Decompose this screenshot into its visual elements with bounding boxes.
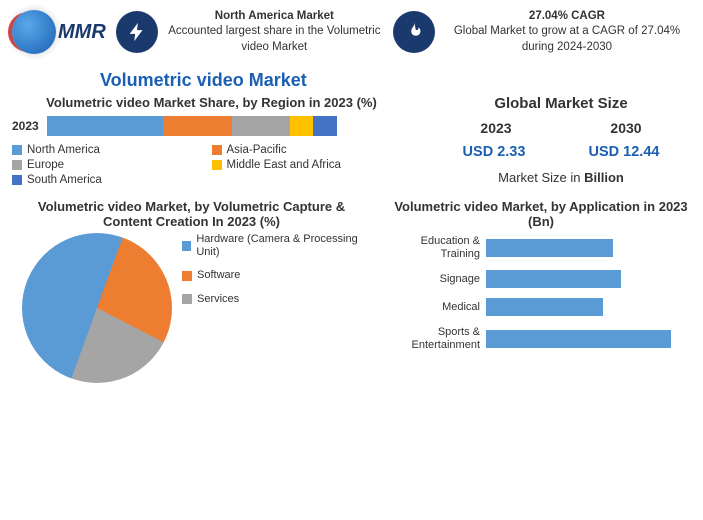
global-size-title: Global Market Size <box>431 95 691 112</box>
hbar-label: Signage <box>391 273 486 286</box>
region-share-chart: Volumetric video Market Share, by Region… <box>12 95 411 189</box>
legend-item: Europe <box>12 159 212 171</box>
legend-item: Services <box>182 293 371 306</box>
stacked-seg <box>232 116 290 136</box>
stacked-bar <box>47 116 337 136</box>
legend-swatch <box>12 175 22 185</box>
pie-chart-title: Volumetric video Market, by Volumetric C… <box>32 199 351 229</box>
bolt-icon <box>116 11 158 53</box>
stacked-seg <box>290 116 313 136</box>
hbar-label: Medical <box>391 301 486 314</box>
hbar-track <box>486 298 691 316</box>
legend-swatch <box>182 271 192 281</box>
capture-pie-chart: Volumetric video Market, by Volumetric C… <box>12 199 371 383</box>
header-2-title: 27.04% CAGR <box>443 9 691 25</box>
hbar-label: Education & Training <box>391 235 486 260</box>
note-bold: Billion <box>584 170 624 185</box>
stacked-seg <box>163 116 233 136</box>
hbar <box>486 239 613 257</box>
logo-text: MMR <box>58 21 106 44</box>
header: MMR North America Market Accounted large… <box>0 0 703 64</box>
hbar-track <box>486 270 691 288</box>
region-legend: North America Asia-Pacific Europe Middle Ea… <box>12 144 411 189</box>
hbar <box>486 298 603 316</box>
legend-swatch <box>12 145 22 155</box>
pie-legend: Hardware (Camera & Processing Unit) Softw… <box>182 233 371 316</box>
global-size-note: Market Size in Billion <box>431 170 691 185</box>
flame-icon <box>393 11 435 53</box>
globe-icon <box>12 10 56 54</box>
global-size-value-0: USD 2.33 <box>463 144 526 160</box>
stacked-seg <box>313 116 336 136</box>
hbar-track <box>486 239 691 257</box>
legend-item: South America <box>12 174 212 186</box>
hbar-row: Education & Training <box>391 235 691 260</box>
region-chart-year: 2023 <box>12 119 39 133</box>
legend-swatch <box>12 160 22 170</box>
global-size-year-0: 2023 <box>480 120 511 136</box>
legend-label: South America <box>27 174 102 186</box>
header-1-sub: Accounted largest share in the Volumetri… <box>166 24 383 55</box>
legend-item: Software <box>182 269 371 282</box>
pie <box>22 233 172 383</box>
hbar-row: Signage <box>391 270 691 288</box>
legend-label: Software <box>197 269 240 282</box>
legend-item: Middle East and Africa <box>212 159 412 171</box>
legend-label: Asia-Pacific <box>227 144 287 156</box>
hbar <box>486 270 621 288</box>
hbar-row: Sports & Entertainment <box>391 326 691 351</box>
application-bar-chart: Volumetric video Market, by Application … <box>391 199 691 383</box>
region-chart-title: Volumetric video Market Share, by Region… <box>12 95 411 110</box>
mmr-logo: MMR <box>12 8 106 56</box>
legend-swatch <box>212 145 222 155</box>
header-stat-2: 27.04% CAGR Global Market to grow at a C… <box>393 9 691 56</box>
header-1-title: North America Market <box>166 9 383 25</box>
hbar-label: Sports & Entertainment <box>391 326 486 351</box>
legend-swatch <box>212 160 222 170</box>
legend-label: Hardware (Camera & Processing Unit) <box>196 233 371 259</box>
hbar-track <box>486 330 691 348</box>
header-stat-1: North America Market Accounted largest s… <box>116 9 383 56</box>
global-size-value-1: USD 12.44 <box>589 144 660 160</box>
hbar <box>486 330 671 348</box>
header-2-sub: Global Market to grow at a CAGR of 27.04… <box>443 24 691 55</box>
legend-label: Middle East and Africa <box>227 159 341 171</box>
legend-swatch <box>182 294 192 304</box>
note-prefix: Market Size in <box>498 170 584 185</box>
legend-item: Hardware (Camera & Processing Unit) <box>182 233 371 259</box>
app-chart-title: Volumetric video Market, by Application … <box>391 199 691 229</box>
legend-label: Services <box>197 293 239 306</box>
legend-label: Europe <box>27 159 64 171</box>
main-title: Volumetric video Market <box>100 70 703 91</box>
legend-label: North America <box>27 144 100 156</box>
legend-swatch <box>182 241 191 251</box>
hbar-row: Medical <box>391 298 691 316</box>
global-size-year-1: 2030 <box>610 120 641 136</box>
stacked-seg <box>47 116 163 136</box>
legend-item: Asia-Pacific <box>212 144 412 156</box>
global-market-size: Global Market Size 2023 2030 USD 2.33 US… <box>431 95 691 189</box>
legend-item: North America <box>12 144 212 156</box>
